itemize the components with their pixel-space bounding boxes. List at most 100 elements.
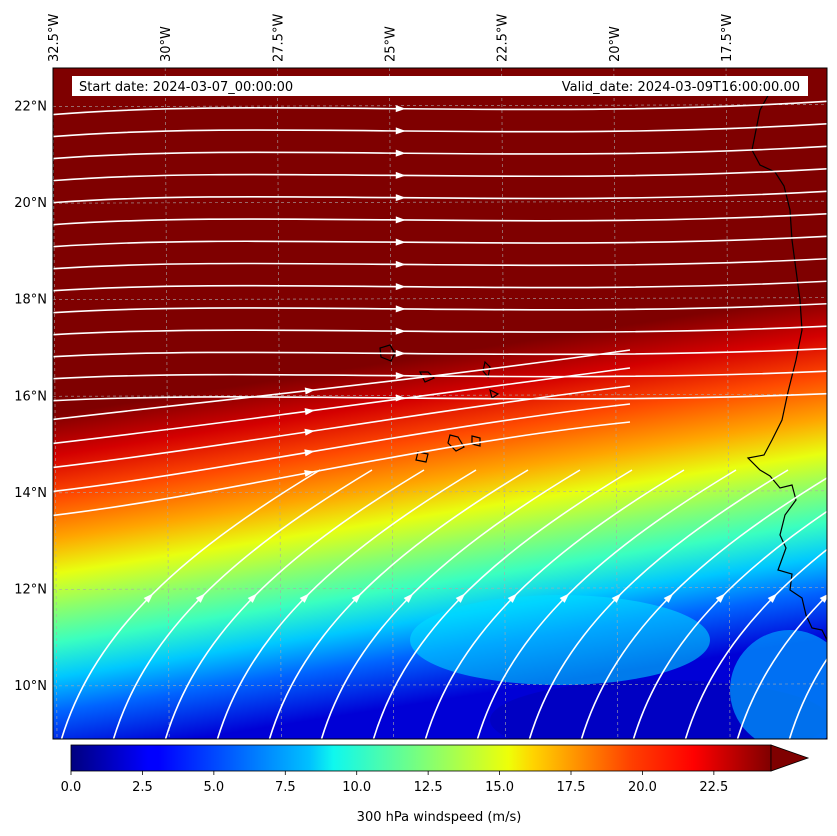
streamline [53,385,631,469]
streamline-arrow [507,593,518,603]
streamline-arrow [395,349,406,357]
streamline-arrow [395,127,406,135]
streamline [268,469,529,739]
lon-gridline [164,68,170,739]
lon-gridline [725,68,731,739]
start-date: Start date: 2024-03-07_00:00:00 [79,80,293,95]
map-plot-area [53,68,827,739]
streamline-arrow [395,194,406,202]
streamline-arrow [395,372,406,380]
streamline-arrow [395,283,406,291]
streamline [528,469,789,739]
lon-tick-label: 20°W [608,26,623,62]
streamline [788,657,827,739]
windspeed-low-core-east [730,630,827,739]
colorbar-tick-label: 2.5 [132,780,153,795]
streamline-arrow [304,449,315,457]
streamline-arrow [403,593,414,603]
lon-gridline [277,68,282,739]
streamline [372,469,633,739]
streamline [53,421,631,517]
streamline-arrow [663,593,674,603]
streamline-arrow [559,593,570,603]
latitude-tick-labels: 22°N 20°N 18°N 16°N 14°N 12°N 10°N [14,100,47,694]
colorbar-tick-label: 5.0 [204,780,225,795]
streamline-arrow [767,593,778,603]
lon-gridline [501,68,506,739]
lon-gridline [613,68,619,739]
lon-gridline [389,68,394,739]
streamline-arrow [395,105,406,113]
lat-tick-label: 20°N [14,196,47,211]
streamline [112,469,373,739]
lat-tick-label: 18°N [14,293,47,308]
lon-tick-label: 30°W [159,26,174,62]
streamline [632,510,827,739]
streamline-arrow [395,216,406,224]
lat-tick-label: 14°N [14,486,47,501]
streamline-arrow [247,593,258,603]
lat-tick-label: 10°N [14,679,47,694]
streamline-arrow [351,593,362,603]
colorbar: 0.0 2.5 5.0 7.5 10.0 12.5 15.0 17.5 20.0 22.5 300… [61,744,810,825]
streamline-arrow [395,149,406,157]
streamline [736,594,827,739]
windspeed-low-core-center [410,595,710,685]
colorbar-tick-label: 15.0 [485,780,514,795]
streamline-arrow [395,260,406,268]
colorbar-tick-label: 17.5 [557,780,586,795]
streamline [684,548,827,739]
streamline [216,469,477,739]
lon-gridline [53,68,58,739]
colorbar-gradient [70,744,772,772]
streamline [580,477,827,739]
colorbar-tick-label: 7.5 [275,780,296,795]
streamline-arrow [195,593,206,603]
streamline [53,367,631,445]
streamline-arrow [715,593,726,603]
streamline [476,469,737,739]
date-header-box [72,76,808,96]
colorbar-extend-arrow [770,744,810,772]
colorbar-tick-label: 0.0 [61,780,82,795]
streamline [164,469,425,739]
colorbar-tick-label: 22.5 [699,780,728,795]
streamline-arrow [299,593,310,603]
streamline-arrow [395,394,406,402]
valid-date: Valid_date: 2024-03-09T16:00:00.00 [562,80,800,95]
lon-tick-label: 25°W [384,26,399,62]
streamline-arrow [395,171,406,179]
wind-streamlines [53,100,827,739]
longitude-tick-labels: 32.5°W 30°W 27.5°W 25°W 22.5°W 20°W 17.5°W [47,14,735,62]
lon-tick-label: 32.5°W [47,14,62,62]
colorbar-label: 300 hPa windspeed (m/s) [357,810,522,825]
lat-tick-label: 22°N [14,100,47,115]
streamline-arrow [611,593,622,603]
streamline-arrow [395,327,406,335]
colorbar-tick-label: 12.5 [414,780,443,795]
lon-tick-label: 22.5°W [496,14,511,62]
streamline-arrow [455,593,466,603]
colorbar-tick-label: 20.0 [628,780,657,795]
colorbar-ticks: 0.0 2.5 5.0 7.5 10.0 12.5 15.0 17.5 20.0 22.5 [61,771,728,795]
streamline-arrow [304,470,315,477]
streamline [424,469,685,739]
streamline-arrow [304,387,316,395]
lon-tick-label: 27.5°W [271,14,286,62]
streamline [53,349,631,421]
streamline [320,469,581,739]
lat-tick-label: 12°N [14,582,47,597]
streamline-arrow [304,408,316,416]
streamline-arrow [395,305,406,313]
colorbar-tick-label: 10.0 [342,780,371,795]
map-gridlines [53,68,827,739]
streamline [53,403,631,493]
lon-tick-label: 17.5°W [720,14,735,62]
map-frame [52,67,828,740]
lat-tick-label: 16°N [14,389,47,404]
streamline-arrow [304,428,315,436]
streamline-arrow [143,593,154,603]
streamline-arrow [395,238,406,246]
streamline [60,469,321,739]
